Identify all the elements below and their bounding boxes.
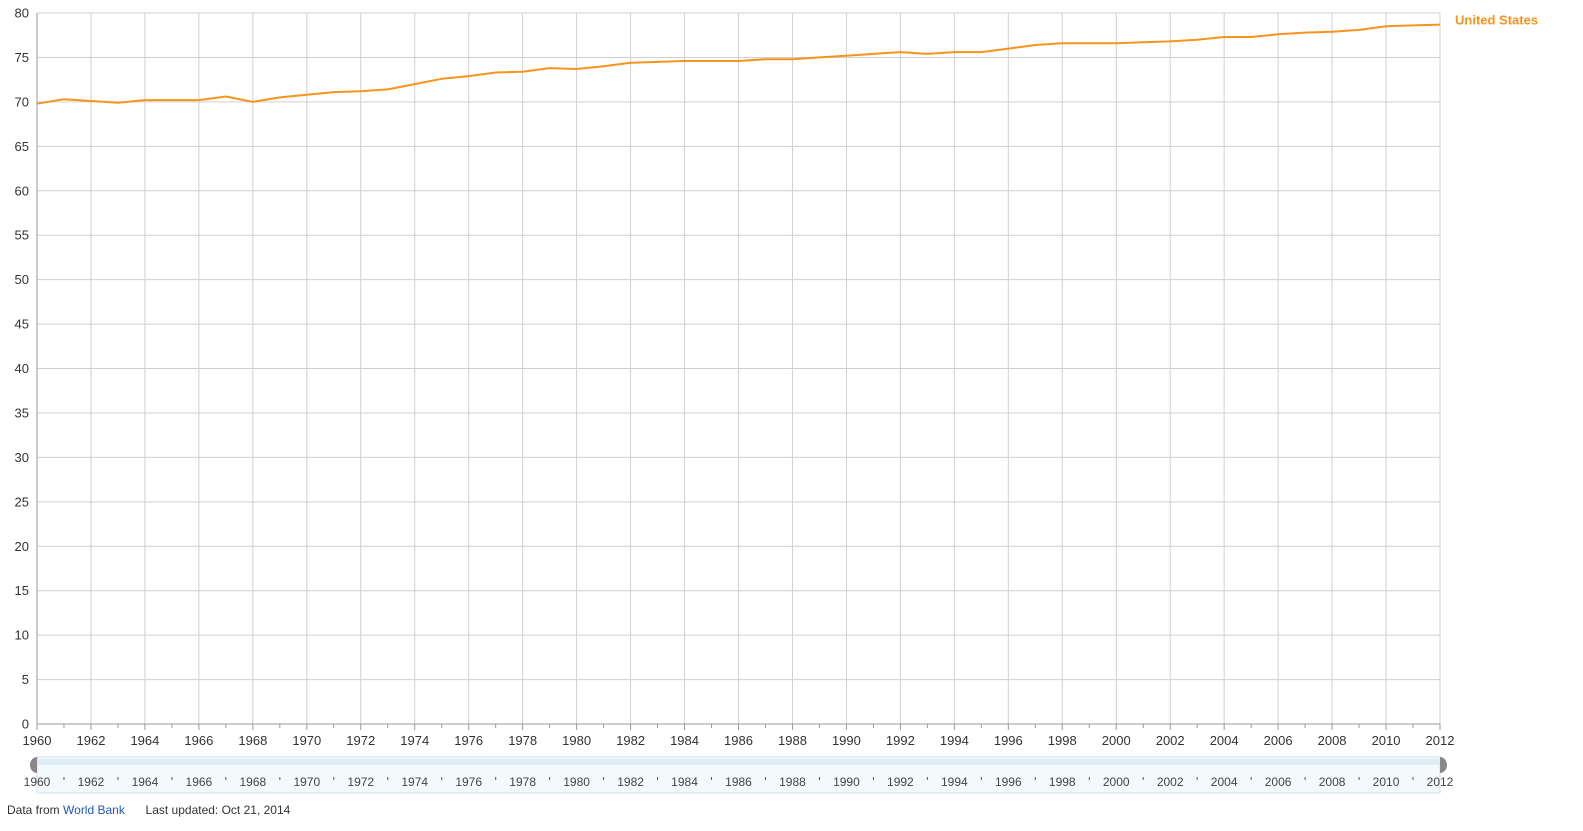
last-updated: Last updated: Oct 21, 2014	[145, 803, 291, 817]
world-bank-link[interactable]: World Bank	[63, 803, 125, 817]
y-tick-label: 55	[15, 228, 29, 243]
y-tick-label: 20	[15, 539, 29, 554]
x-tick-label: 1980	[562, 733, 591, 748]
series-legend[interactable]: United States	[1455, 13, 1538, 28]
series-line-united-states	[36, 23, 1441, 105]
range-tick-label: 1960	[24, 775, 51, 789]
y-tick-label: 50	[15, 272, 29, 287]
x-tick-label: 1994	[940, 733, 969, 748]
x-tick-label: 1986	[724, 733, 753, 748]
range-tick-label: 2012	[1427, 775, 1454, 789]
range-tick-label: 1962	[78, 775, 105, 789]
range-tick-label: 2008	[1319, 775, 1346, 789]
range-tick-label: 1994	[941, 775, 968, 789]
y-tick-label: 45	[15, 317, 29, 332]
range-tick-label: 1998	[1049, 775, 1076, 789]
range-tick-label: 1978	[509, 775, 536, 789]
range-tick-label: 1980	[563, 775, 590, 789]
x-tick-label: 1970	[292, 733, 321, 748]
x-tick-label: 2010	[1372, 733, 1401, 748]
range-tick-label: 1970	[293, 775, 320, 789]
x-tick-label: 2000	[1102, 733, 1131, 748]
range-tick-label: 1996	[995, 775, 1022, 789]
range-start-handle[interactable]	[30, 757, 37, 773]
y-tick-label: 65	[15, 139, 29, 154]
range-tick-label: 1974	[401, 775, 428, 789]
x-tick-label: 2004	[1210, 733, 1239, 748]
y-tick-label: 5	[22, 672, 29, 687]
x-tick-label: 2006	[1264, 733, 1293, 748]
x-tick-label: 1978	[508, 733, 537, 748]
x-tick-label: 1972	[346, 733, 375, 748]
range-tick-label: 1986	[725, 775, 752, 789]
range-tick-label: 1972	[347, 775, 374, 789]
range-tick-label: 1968	[239, 775, 266, 789]
y-tick-label: 80	[15, 6, 29, 21]
y-tick-label: 75	[15, 50, 29, 65]
x-axis: 1960 1962 1964 1966 1968 1970 1972 1974 1976 1978…	[23, 723, 1455, 748]
range-selector[interactable]: 1960 1962 1964 1966 1968 1970 1972 1974 1976 1978…	[24, 756, 1454, 794]
y-tick-label: 30	[15, 450, 29, 465]
series-layer	[36, 23, 1441, 105]
range-tick-label: 1990	[833, 775, 860, 789]
y-axis: 0 5 10 15 20 25 30 35 40 45 50 55 60 65 70 75 80	[15, 6, 38, 732]
range-tick-label: 2002	[1157, 775, 1184, 789]
range-tick-label: 1992	[887, 775, 914, 789]
x-tick-label: 1990	[832, 733, 861, 748]
range-tick-label: 1976	[455, 775, 482, 789]
x-tick-label: 1964	[130, 733, 159, 748]
x-tick-label: 1968	[238, 733, 267, 748]
x-tick-label: 1996	[994, 733, 1023, 748]
x-tick-label: 2002	[1156, 733, 1185, 748]
range-selection-bar	[37, 759, 1440, 765]
y-tick-label: 15	[15, 583, 29, 598]
y-tick-label: 35	[15, 405, 29, 420]
x-tick-label: 1974	[400, 733, 429, 748]
range-tick-label: 2006	[1265, 775, 1292, 789]
x-tick-label: 1976	[454, 733, 483, 748]
range-tick-label: 1964	[132, 775, 159, 789]
footer: Data from World Bank Last updated: Oct 2…	[7, 803, 290, 817]
y-tick-label: 0	[22, 717, 29, 732]
series-label-united-states[interactable]: United States	[1455, 13, 1538, 28]
x-tick-label: 1984	[670, 733, 699, 748]
source-prefix: Data from	[7, 803, 60, 817]
range-tick-label: 1966	[186, 775, 213, 789]
x-tick-label: 2012	[1426, 733, 1455, 748]
x-tick-label: 1988	[778, 733, 807, 748]
range-tick-label: 2010	[1373, 775, 1400, 789]
range-tick-label: 2004	[1211, 775, 1238, 789]
x-tick-label: 2008	[1318, 733, 1347, 748]
range-tick-label: 1988	[779, 775, 806, 789]
x-tick-label: 1966	[184, 733, 213, 748]
y-tick-label: 60	[15, 183, 29, 198]
x-tick-label: 1998	[1048, 733, 1077, 748]
grid-lines	[36, 12, 1441, 725]
x-tick-label: 1982	[616, 733, 645, 748]
x-tick-label: 1992	[886, 733, 915, 748]
y-tick-label: 70	[15, 94, 29, 109]
y-tick-label: 40	[15, 361, 29, 376]
range-end-handle[interactable]	[1440, 757, 1447, 773]
y-tick-label: 10	[15, 628, 29, 643]
range-tick-label: 2000	[1103, 775, 1130, 789]
y-tick-label: 25	[15, 494, 29, 509]
x-tick-label: 1962	[77, 733, 106, 748]
range-tick-label: 1984	[671, 775, 698, 789]
x-tick-label: 1960	[23, 733, 52, 748]
range-tick-label: 1982	[617, 775, 644, 789]
